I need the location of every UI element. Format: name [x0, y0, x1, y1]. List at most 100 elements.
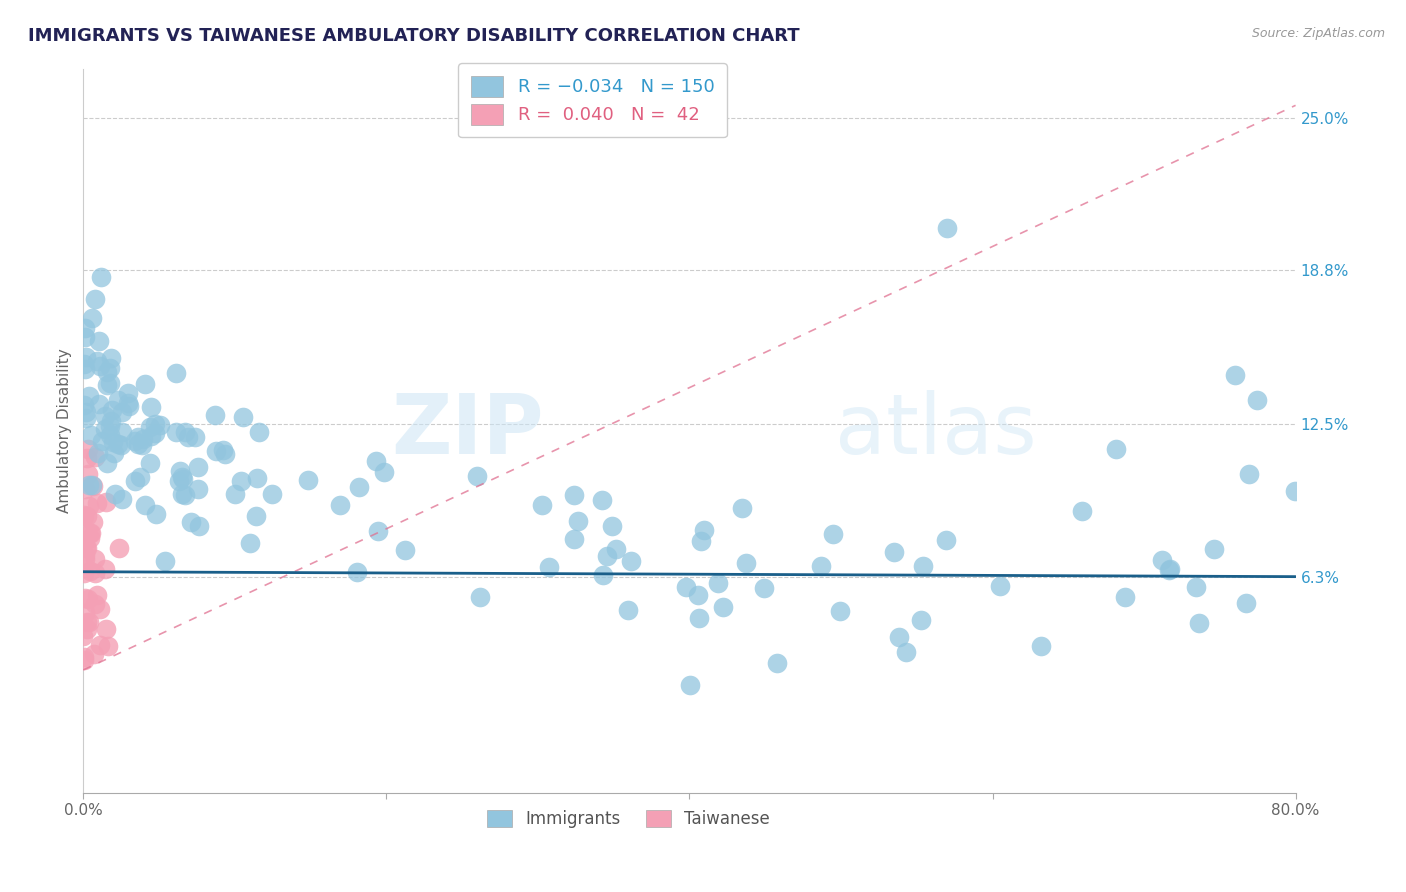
Point [75, 361, 97, 376]
Point [562, 532, 585, 546]
Point [229, 474, 252, 488]
Point [80, 525, 103, 540]
Point [84, 450, 107, 464]
Point [141, 428, 163, 442]
Point [77, 467, 100, 481]
Point [75, 330, 97, 344]
Point [76, 541, 98, 555]
Point [1246, 392, 1268, 407]
Point [75, 351, 97, 365]
Point [117, 386, 139, 401]
Point [124, 474, 146, 488]
Point [86, 588, 108, 602]
Point [75, 411, 97, 425]
Point [170, 470, 193, 484]
Point [86, 353, 108, 368]
Point [1223, 368, 1246, 383]
Point [470, 590, 492, 604]
Point [134, 377, 156, 392]
Point [828, 604, 851, 618]
Point [132, 432, 155, 446]
Point [90, 269, 112, 284]
Point [73, 482, 96, 496]
Point [153, 554, 176, 568]
Point [1185, 580, 1208, 594]
Point [96, 495, 118, 509]
Point [173, 488, 195, 502]
Point [936, 221, 959, 235]
Point [262, 487, 284, 501]
Point [76, 622, 98, 636]
Point [77, 389, 100, 403]
Point [214, 447, 236, 461]
Point [80, 311, 103, 326]
Point [79, 531, 101, 545]
Point [75, 321, 97, 335]
Point [117, 395, 139, 409]
Point [810, 559, 832, 574]
Point [465, 468, 488, 483]
Point [538, 560, 561, 574]
Point [735, 557, 758, 571]
Point [89, 601, 111, 615]
Point [1031, 639, 1053, 653]
Point [693, 523, 716, 537]
Point [988, 579, 1011, 593]
Point [605, 542, 627, 557]
Point [124, 434, 146, 448]
Point [394, 543, 416, 558]
Point [246, 471, 269, 485]
Text: Source: ZipAtlas.com: Source: ZipAtlas.com [1251, 27, 1385, 40]
Y-axis label: Ambulatory Disability: Ambulatory Disability [58, 348, 72, 513]
Point [592, 568, 614, 582]
Point [373, 465, 395, 479]
Point [1236, 596, 1258, 610]
Point [87, 334, 110, 349]
Point [821, 526, 844, 541]
Point [100, 414, 122, 428]
Point [73, 591, 96, 605]
Point [101, 434, 124, 449]
Point [94, 622, 117, 636]
Point [169, 464, 191, 478]
Point [347, 480, 370, 494]
Point [139, 456, 162, 470]
Point [366, 454, 388, 468]
Text: atlas: atlas [835, 390, 1036, 471]
Point [96, 456, 118, 470]
Point [127, 436, 149, 450]
Point [910, 613, 932, 627]
Point [531, 498, 554, 512]
Point [129, 470, 152, 484]
Point [98, 376, 121, 390]
Point [73, 566, 96, 580]
Point [104, 486, 127, 500]
Point [87, 446, 110, 460]
Point [103, 445, 125, 459]
Point [89, 359, 111, 374]
Point [1114, 591, 1136, 605]
Point [98, 428, 121, 442]
Point [94, 562, 117, 576]
Point [212, 442, 235, 457]
Point [83, 647, 105, 661]
Point [139, 419, 162, 434]
Point [883, 545, 905, 559]
Point [600, 519, 623, 533]
Point [73, 509, 96, 524]
Point [367, 524, 389, 538]
Point [73, 606, 96, 620]
Point [346, 565, 368, 579]
Point [80, 478, 103, 492]
Point [187, 482, 209, 496]
Point [1237, 467, 1260, 481]
Point [617, 603, 640, 617]
Point [707, 576, 730, 591]
Point [100, 351, 122, 365]
Point [98, 418, 121, 433]
Point [1159, 562, 1181, 576]
Point [143, 417, 166, 432]
Point [73, 399, 96, 413]
Point [94, 422, 117, 436]
Point [912, 558, 935, 573]
